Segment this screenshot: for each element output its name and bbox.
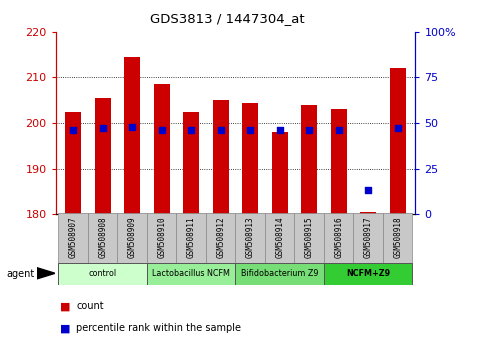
Text: control: control bbox=[89, 269, 117, 279]
Point bbox=[276, 127, 284, 133]
Bar bbox=[265, 213, 295, 264]
Bar bbox=[360, 212, 376, 214]
Point bbox=[128, 124, 136, 130]
Bar bbox=[383, 213, 412, 264]
Bar bbox=[324, 263, 412, 285]
Bar bbox=[271, 132, 288, 214]
Point bbox=[70, 127, 77, 133]
Text: NCFM+Z9: NCFM+Z9 bbox=[346, 269, 390, 279]
Point bbox=[246, 127, 254, 133]
Text: GSM508916: GSM508916 bbox=[334, 217, 343, 258]
Text: ■: ■ bbox=[60, 323, 71, 333]
Bar bbox=[330, 109, 347, 214]
Bar bbox=[236, 263, 324, 285]
Bar bbox=[176, 213, 206, 264]
Bar bbox=[154, 84, 170, 214]
Text: GSM508912: GSM508912 bbox=[216, 217, 225, 258]
Bar bbox=[65, 112, 81, 214]
Text: GSM508914: GSM508914 bbox=[275, 217, 284, 258]
Bar bbox=[124, 57, 141, 214]
Bar bbox=[324, 213, 354, 264]
Text: GSM508911: GSM508911 bbox=[187, 217, 196, 258]
Text: GSM508910: GSM508910 bbox=[157, 217, 166, 258]
Bar bbox=[183, 112, 199, 214]
Bar bbox=[206, 213, 236, 264]
Text: GDS3813 / 1447304_at: GDS3813 / 1447304_at bbox=[150, 12, 304, 25]
Bar bbox=[147, 263, 236, 285]
Bar bbox=[88, 213, 117, 264]
Bar bbox=[295, 213, 324, 264]
Text: agent: agent bbox=[6, 269, 34, 279]
Point bbox=[99, 126, 107, 131]
Text: count: count bbox=[76, 301, 104, 311]
Bar bbox=[117, 213, 147, 264]
Bar bbox=[58, 213, 88, 264]
Point bbox=[364, 188, 372, 193]
Bar bbox=[95, 98, 111, 214]
Text: GSM508913: GSM508913 bbox=[246, 217, 255, 258]
Point bbox=[187, 127, 195, 133]
Bar bbox=[390, 68, 406, 214]
Text: GSM508915: GSM508915 bbox=[305, 217, 313, 258]
Bar bbox=[354, 213, 383, 264]
Bar bbox=[301, 105, 317, 214]
Text: GSM508907: GSM508907 bbox=[69, 217, 78, 258]
Text: GSM508918: GSM508918 bbox=[393, 217, 402, 258]
Text: Lactobacillus NCFM: Lactobacillus NCFM bbox=[152, 269, 230, 279]
Point bbox=[158, 127, 166, 133]
Point bbox=[394, 126, 401, 131]
Bar bbox=[213, 100, 229, 214]
Bar bbox=[147, 213, 176, 264]
Bar bbox=[58, 263, 147, 285]
Text: ■: ■ bbox=[60, 301, 71, 311]
Bar bbox=[242, 103, 258, 214]
Bar bbox=[236, 213, 265, 264]
Text: GSM508909: GSM508909 bbox=[128, 217, 137, 258]
Point bbox=[305, 127, 313, 133]
Point bbox=[335, 127, 342, 133]
Text: Bifidobacterium Z9: Bifidobacterium Z9 bbox=[241, 269, 318, 279]
Text: GSM508917: GSM508917 bbox=[364, 217, 373, 258]
Text: GSM508908: GSM508908 bbox=[98, 217, 107, 258]
Polygon shape bbox=[37, 268, 55, 279]
Point bbox=[217, 127, 225, 133]
Text: percentile rank within the sample: percentile rank within the sample bbox=[76, 323, 242, 333]
